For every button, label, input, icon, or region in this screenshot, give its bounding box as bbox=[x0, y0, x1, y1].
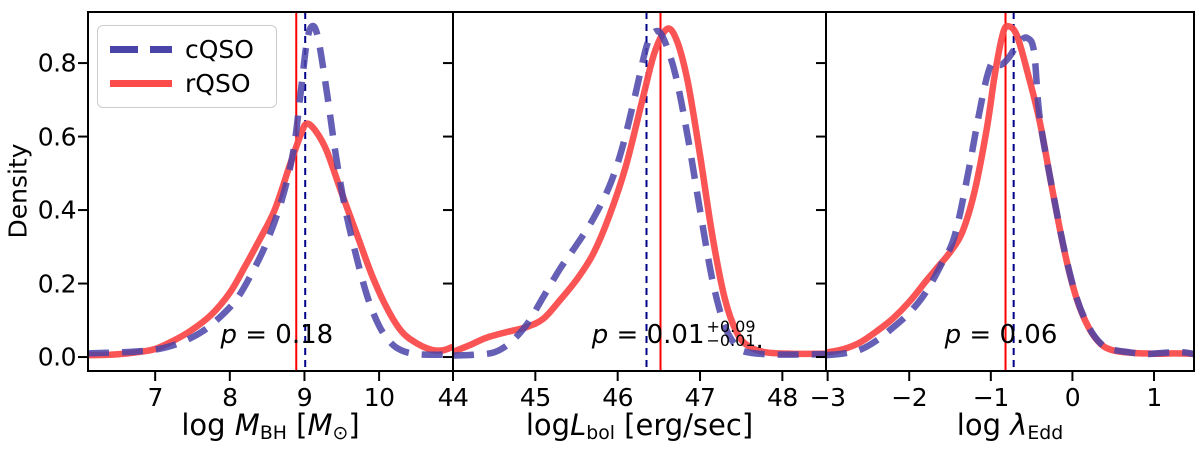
x-tick-label: 48 bbox=[766, 383, 798, 412]
rqso-kde-curve bbox=[826, 22, 1194, 357]
x-tick-label: 45 bbox=[519, 383, 551, 412]
x-tick-label: 44 bbox=[437, 383, 469, 412]
annotation-superscript: +0.09 bbox=[706, 316, 756, 336]
panel-bolometric-luminosity bbox=[453, 12, 826, 371]
x-tick-label: 47 bbox=[684, 383, 716, 412]
p-annotation: p = 0.06 bbox=[944, 319, 1058, 350]
cqso-dashed-line-sample bbox=[110, 46, 172, 53]
x-axis-label: logLbol [erg/sec] bbox=[525, 408, 754, 444]
x-tick-label: 9 bbox=[296, 383, 313, 412]
y-tick-label: 0.0 bbox=[37, 342, 77, 372]
x-tick-label: 0 bbox=[1064, 383, 1081, 412]
x-tick-label: −1 bbox=[972, 383, 1009, 412]
y-tick-label: 0.6 bbox=[37, 122, 77, 152]
x-tick-label: 10 bbox=[363, 383, 395, 412]
x-axis-label: log λEdd bbox=[956, 408, 1064, 444]
panel-eddington-ratio bbox=[826, 12, 1194, 371]
legend-item-rqso: rQSO bbox=[110, 69, 264, 98]
y-tick-label: 0.8 bbox=[37, 48, 77, 78]
y-tick-label: 0.2 bbox=[37, 269, 77, 299]
x-tick-label: −2 bbox=[891, 383, 928, 412]
legend: cQSO rQSO bbox=[97, 25, 277, 108]
panel-black-hole-mass bbox=[88, 12, 453, 371]
cqso-kde-curve bbox=[826, 34, 1194, 359]
legend-label-rqso: rQSO bbox=[185, 69, 251, 98]
legend-label-cqso: cQSO bbox=[185, 35, 254, 64]
p-annotation: p = 0.18 bbox=[220, 319, 334, 350]
x-tick-label: 46 bbox=[602, 383, 634, 412]
legend-item-cqso: cQSO bbox=[110, 35, 264, 64]
x-tick-label: 8 bbox=[222, 383, 238, 412]
x-tick-label: 1 bbox=[1146, 383, 1162, 412]
rqso-kde-curve bbox=[88, 120, 453, 359]
cqso-kde-curve bbox=[453, 27, 826, 359]
x-axis-label: log MBH [M⊙] bbox=[181, 408, 360, 444]
p-annotation: p = 0.01 +0.09 −0.01. bbox=[591, 316, 764, 355]
annotation-subscript: −0.01 bbox=[706, 330, 756, 350]
x-tick-label: −3 bbox=[809, 383, 846, 412]
x-tick-label: 7 bbox=[147, 383, 163, 412]
y-tick-label: 0.4 bbox=[37, 195, 77, 225]
rqso-solid-line-sample bbox=[110, 80, 172, 87]
axes-frame bbox=[87, 11, 1195, 372]
